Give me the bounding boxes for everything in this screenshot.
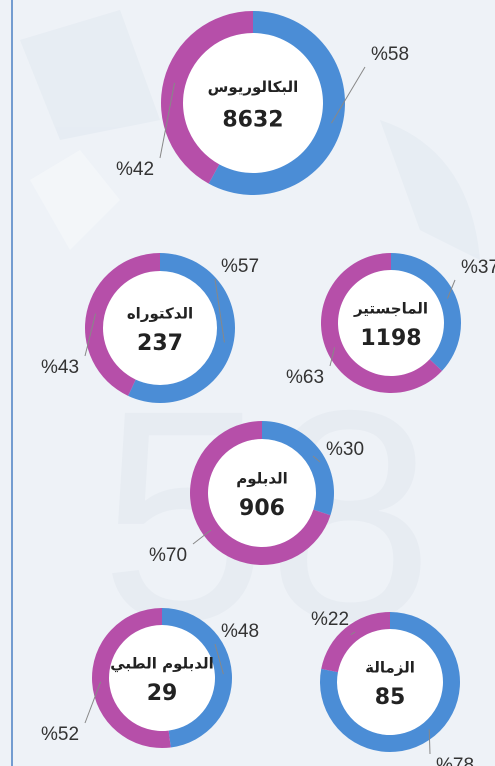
percent-label: %30 [326,439,364,460]
percent-label: %42 [116,159,154,180]
percent-label: %78 [436,755,474,766]
percent-label: %43 [41,357,79,378]
donut-title: الزمالة [365,659,415,677]
donut-total: 85 [375,685,406,710]
donut-center [109,625,215,731]
percent-label: %57 [221,256,259,277]
percent-label: %22 [311,609,349,630]
percent-label: %52 [41,724,79,745]
donut-center [208,439,316,547]
donut-title: الدبلوم الطبي [110,655,214,673]
donut-total: 906 [239,496,285,521]
donut-center [103,271,217,385]
donut-title: الماجستير [353,300,428,318]
donut-title: الدبلوم [236,470,288,488]
percent-label: %58 [371,44,409,65]
percent-label: %63 [286,367,324,388]
percent-label: %37 [461,257,495,278]
donut-total: 29 [147,681,178,706]
donut-total: 237 [137,331,183,356]
donut-center [338,270,444,376]
infographic: 58 %58%42البكالوريوس8632%57%43الدكتوراه2… [0,0,495,766]
percent-label: %70 [149,545,187,566]
donut-center [183,33,323,173]
percent-label: %48 [221,621,259,642]
donut-total: 1198 [360,326,421,351]
donut-title: البكالوريوس [208,78,299,96]
donut-title: الدكتوراه [127,305,193,323]
donut-total: 8632 [222,108,283,133]
donut-center [337,629,443,735]
